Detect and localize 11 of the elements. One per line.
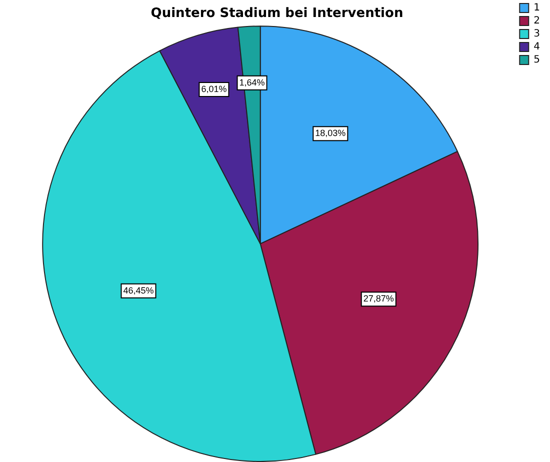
chart-title: Quintero Stadium bei Intervention [150, 6, 404, 22]
legend-label: 2 [534, 16, 540, 27]
legend-label: 1 [534, 2, 540, 14]
data-label: 27,87% [363, 294, 394, 304]
data-label: 18,03% [315, 128, 346, 138]
legend-label: 3 [534, 28, 540, 40]
data-label: 46,45% [123, 285, 154, 296]
legend-label: 4 [534, 42, 540, 53]
legend-label: 5 [534, 54, 540, 66]
data-label: 6,01% [201, 84, 227, 94]
data-label: 1,64% [239, 77, 265, 88]
